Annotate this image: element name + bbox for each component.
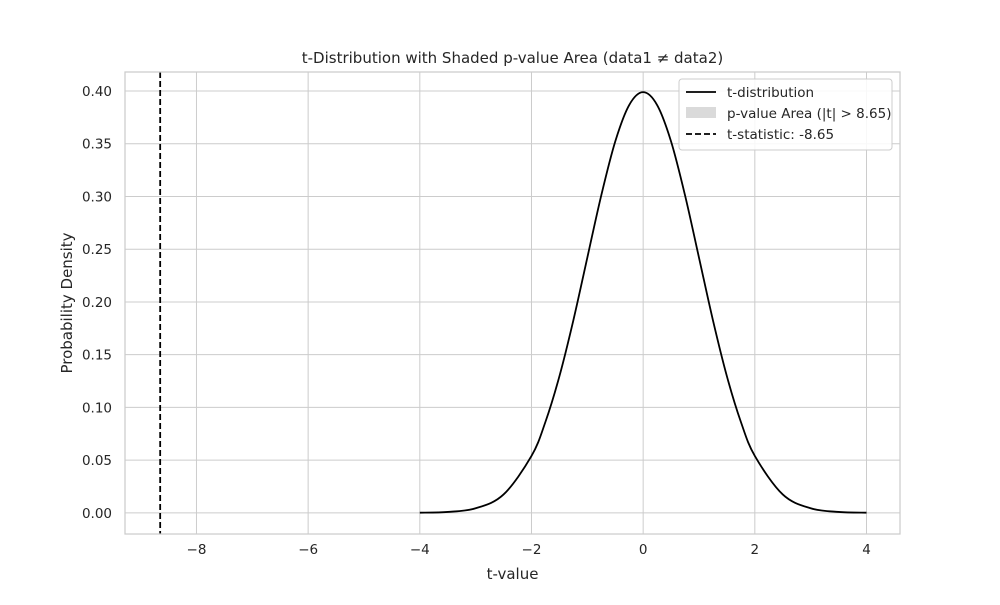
x-tick-label: 4 — [862, 542, 871, 558]
x-tick-labels: −8 −6 −4 −2 0 2 4 — [187, 542, 871, 558]
series-layer — [419, 91, 867, 514]
x-tick-label: 2 — [751, 542, 760, 558]
y-tick-label: 0.40 — [82, 84, 112, 100]
x-axis-label: t-value — [487, 565, 539, 583]
x-tick-label: 0 — [639, 542, 648, 558]
y-tick-label: 0.30 — [82, 189, 112, 205]
y-tick-label: 0.25 — [82, 242, 112, 258]
chart-title: t-Distribution with Shaded p-value Area … — [302, 49, 723, 67]
x-tick-label: −4 — [410, 542, 430, 558]
legend-label-t-distribution: t-distribution — [727, 85, 814, 101]
legend: t-distribution p-value Area (|t| > 8.65)… — [678, 78, 893, 151]
legend-box — [678, 78, 893, 151]
y-tick-label: 0.10 — [82, 400, 112, 416]
y-tick-label: 0.20 — [82, 295, 112, 311]
series-line-t-distribution — [419, 91, 867, 514]
legend-label-p-value-area: p-value Area (|t| > 8.65) — [727, 106, 891, 122]
legend-area-swatch — [686, 107, 716, 118]
y-tick-labels: 0.00 0.05 0.10 0.15 0.20 0.25 0.30 0.35 0.40 — [82, 84, 112, 522]
y-axis-label: Probability Density — [58, 232, 76, 373]
plot-frame — [124, 71, 901, 535]
y-tick-label: 0.00 — [82, 506, 112, 522]
legend-label-t-statistic: t-statistic: -8.65 — [727, 127, 834, 143]
y-tick-label: 0.35 — [82, 137, 112, 153]
x-tick-label: −6 — [298, 542, 318, 558]
y-tick-label: 0.05 — [82, 453, 112, 469]
y-tick-label: 0.15 — [82, 348, 112, 364]
x-tick-label: −2 — [522, 542, 542, 558]
x-tick-label: −8 — [187, 542, 207, 558]
